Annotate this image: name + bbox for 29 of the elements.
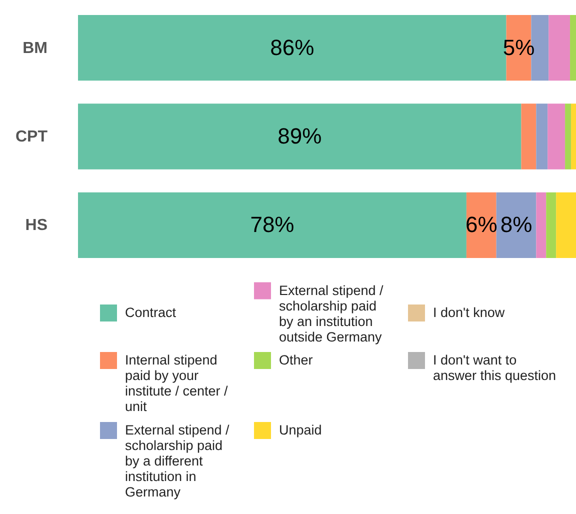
bar xyxy=(548,15,570,81)
data-label: 6% xyxy=(465,212,498,238)
data-label: 86% xyxy=(270,34,314,60)
bar xyxy=(546,192,556,258)
legend-label: Contract xyxy=(125,305,176,320)
data-label: 89% xyxy=(278,124,322,148)
legend-label: Unpaid xyxy=(279,422,322,438)
bar xyxy=(571,104,576,170)
data-label: 8% xyxy=(500,212,532,238)
legend-label: External stipend / scholarship paid by a different institution in Germany xyxy=(125,422,230,500)
legend-label: Other xyxy=(279,352,314,368)
bar xyxy=(78,192,466,258)
y-tick-label: CPT xyxy=(16,128,48,146)
bar xyxy=(78,104,522,170)
bar xyxy=(570,15,576,81)
bar xyxy=(536,192,546,258)
legend-label: Internal stipend paid by your institute / center / unit xyxy=(125,352,228,414)
bar xyxy=(521,104,536,170)
legend-label: External stipend / scholarship paid by an institution outside Germany xyxy=(279,282,384,344)
bar xyxy=(556,192,576,258)
bar xyxy=(548,104,566,170)
bar xyxy=(536,104,548,170)
legend-label: I don't want to answer this question xyxy=(433,352,556,383)
data-label: 78% xyxy=(250,212,294,238)
y-tick-label: HS xyxy=(25,217,48,234)
y-tick-label: BM xyxy=(22,40,48,57)
bar xyxy=(496,192,536,258)
bar xyxy=(565,104,572,170)
legend-label: I don't know xyxy=(433,305,505,320)
